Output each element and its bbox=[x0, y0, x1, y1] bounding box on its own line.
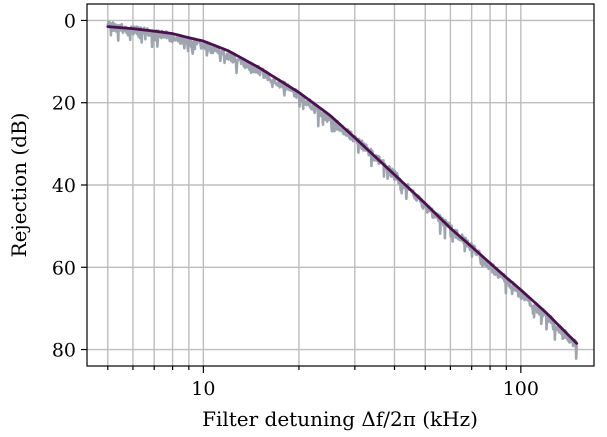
x-axis-label: Filter detuning Δf/2π (kHz) bbox=[202, 407, 478, 431]
series-layer bbox=[106, 20, 579, 361]
y-tick-label: 0 bbox=[64, 10, 76, 32]
y-tick-label: 80 bbox=[52, 340, 76, 362]
fit-curve-line bbox=[106, 25, 579, 345]
x-tick-label: 10 bbox=[191, 378, 215, 400]
y-tick-label: 40 bbox=[52, 175, 76, 197]
grid-layer bbox=[87, 4, 594, 366]
y-axis-label: Rejection (dB) bbox=[7, 113, 31, 258]
x-tick-label: 100 bbox=[503, 378, 539, 400]
y-tick-label: 20 bbox=[52, 93, 76, 115]
tick-layer: 10 100 0 20 40 60 80 bbox=[52, 10, 539, 400]
y-tick-label: 60 bbox=[52, 257, 76, 279]
